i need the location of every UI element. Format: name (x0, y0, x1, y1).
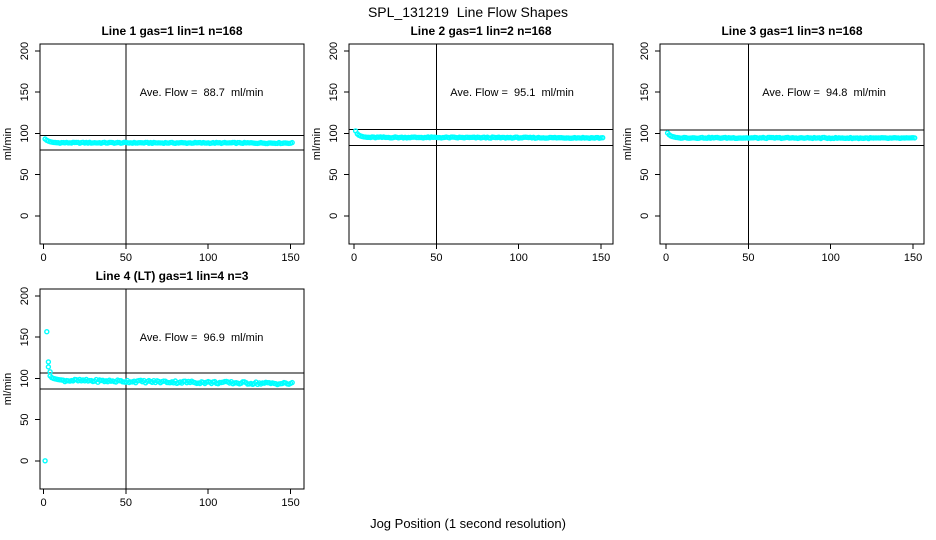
y-tick-label: 100 (19, 124, 31, 142)
y-tick-label: 50 (328, 168, 340, 180)
x-tick-label: 50 (430, 252, 442, 264)
x-tick-label: 150 (281, 252, 299, 264)
x-tick-label: 50 (120, 497, 132, 509)
panel-3-flow-plot: 0 50 100 150 0 50 100 150 200 ml/min Line 3 gas=1 … (622, 24, 925, 264)
y-tick-label: 150 (328, 83, 340, 101)
x-tick-label: 50 (120, 252, 132, 264)
ave-flow-annotation: Ave. Flow = 88.7 ml/min (140, 87, 264, 99)
y-tick-label: 50 (19, 168, 31, 180)
ave-flow-annotation: Ave. Flow = 96.9 ml/min (140, 332, 264, 344)
y-tick-label: 100 (328, 124, 340, 142)
y-tick-label: 0 (19, 213, 31, 219)
x-tick-label: 150 (281, 497, 299, 509)
y-tick-label: 50 (639, 168, 651, 180)
x-tick-label: 100 (199, 252, 217, 264)
data-point (600, 134, 606, 141)
x-tick-label: 100 (822, 252, 840, 264)
data-point (289, 139, 295, 146)
x-tick-label: 0 (351, 252, 357, 264)
ave-flow-annotation: Ave. Flow = 95.1 ml/min (450, 87, 574, 99)
data-point (47, 369, 53, 375)
y-tick-label: 0 (19, 458, 31, 464)
data-points (42, 329, 295, 464)
data-point (45, 359, 52, 365)
data-points (352, 128, 606, 142)
x-tick-label: 100 (199, 497, 217, 509)
data-points (664, 130, 918, 142)
main-title: SPL_131219 Line Flow Shapes (367, 4, 569, 20)
y-tick-label: 100 (639, 124, 651, 142)
data-point (44, 329, 50, 335)
data-point (42, 458, 48, 464)
y-tick-label: 200 (19, 287, 31, 305)
y-axis-title: ml/min (2, 373, 14, 405)
plot-box (39, 43, 305, 245)
x-tick-label: 150 (592, 252, 610, 264)
data-point (45, 364, 52, 370)
y-tick-label: 200 (19, 42, 31, 60)
x-tick-label: 0 (40, 497, 46, 509)
y-tick-label: 50 (19, 413, 31, 425)
data-point (912, 135, 918, 141)
y-axis-title: ml/min (2, 128, 14, 160)
panel-2-flow-plot: 0 50 100 150 0 50 100 150 200 ml/min Line 2 gas=1 … (311, 24, 614, 264)
y-tick-label: 200 (639, 42, 651, 60)
plot-box (659, 43, 925, 245)
panel-title: Line 1 gas=1 lin=1 n=168 (101, 24, 242, 38)
y-tick-label: 0 (639, 213, 651, 219)
panel-title: Line 3 gas=1 lin=3 n=168 (721, 24, 862, 38)
x-tick-label: 150 (904, 252, 922, 264)
plot-box (348, 43, 614, 245)
x-tick-label: 50 (742, 252, 754, 264)
panel-title: Line 4 (LT) gas=1 lin=4 n=3 (96, 269, 249, 283)
y-axis-title: ml/min (622, 128, 634, 160)
y-tick-label: 0 (328, 213, 340, 219)
y-tick-label: 150 (19, 83, 31, 101)
y-tick-label: 150 (19, 328, 31, 346)
y-tick-label: 150 (639, 83, 651, 101)
y-tick-label: 100 (19, 369, 31, 387)
data-point (289, 379, 295, 386)
x-tick-label: 0 (40, 252, 46, 264)
panel-4-flow-plot: 0 50 100 150 0 50 100 150 200 ml/min Line 4 (LT) g… (2, 269, 305, 509)
panel-1-flow-plot: 0 50 100 150 0 50 100 150 200 ml/min Line 1 gas=1 … (2, 24, 305, 264)
y-axis-title: ml/min (311, 128, 323, 160)
y-tick-label: 200 (328, 42, 340, 60)
x-tick-label: 0 (663, 252, 669, 264)
x-axis-label: Jog Position (1 second resolution) (370, 516, 566, 531)
panel-title: Line 2 gas=1 lin=2 n=168 (410, 24, 551, 38)
ave-flow-annotation: Ave. Flow = 94.8 ml/min (762, 87, 886, 99)
data-points (42, 136, 295, 147)
x-tick-label: 100 (510, 252, 528, 264)
